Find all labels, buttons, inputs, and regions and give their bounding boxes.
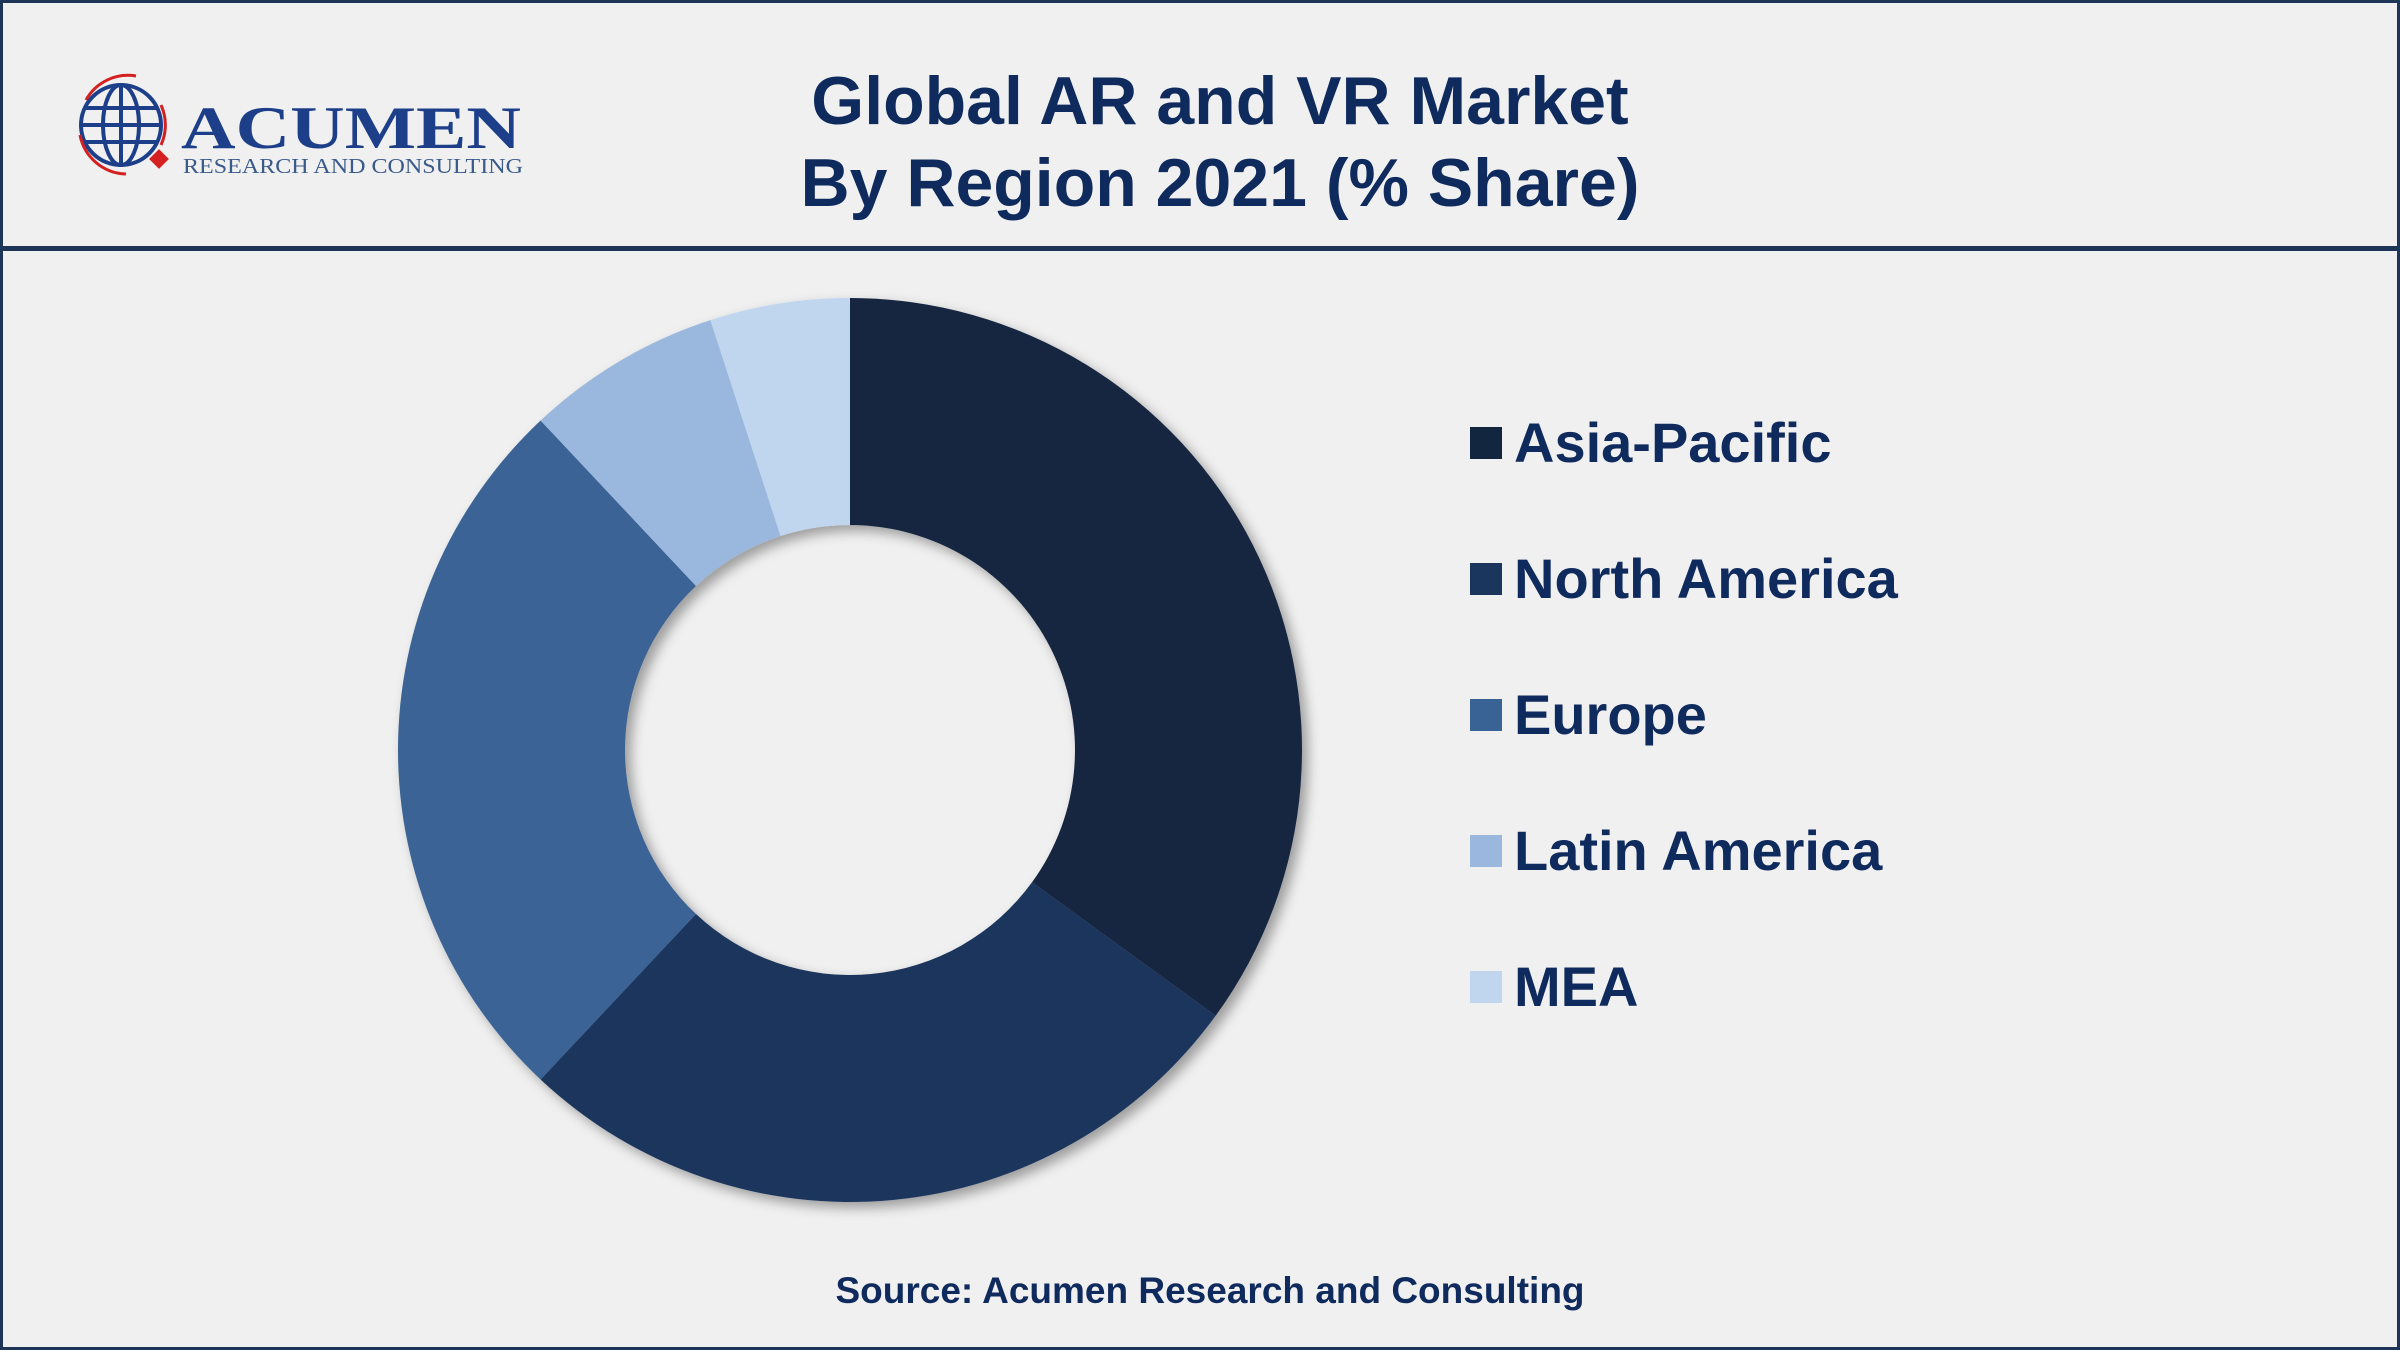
svg-text:RESEARCH AND CONSULTING: RESEARCH AND CONSULTING [183,154,523,178]
source-note: Source: Acumen Research and Consulting [835,1270,1585,1311]
legend-label: Asia-Pacific [1514,411,1832,474]
legend-swatch [1470,563,1502,595]
header-divider [0,246,2400,251]
legend-label: Latin America [1514,819,1883,882]
title-line-2: By Region 2021 (% Share) [800,145,1640,221]
legend-label: Europe [1514,683,1707,746]
slice-europe [398,420,696,1080]
legend-label: MEA [1514,955,1639,1018]
legend-item: North America [1470,541,1898,677]
legend-item: Europe [1470,677,1898,813]
legend-item: Latin America [1470,813,1898,949]
slice-north-america [540,882,1216,1202]
slice-asia-pacific [850,298,1302,1016]
slice-latin-america [540,320,781,586]
legend-swatch [1470,835,1502,867]
legend-swatch [1470,427,1502,459]
legend-swatch [1470,971,1502,1003]
legend-item: MEA [1470,949,1898,1085]
legend: Asia-Pacific North America Europe Latin Ame… [1470,405,1898,1085]
slice-mea [710,298,850,537]
svg-text:ACUMEN: ACUMEN [181,95,521,161]
legend-label: North America [1514,547,1898,610]
acumen-logo: ACUMEN RESEARCH AND CONSULTING [66,70,536,185]
legend-item: Asia-Pacific [1470,405,1898,541]
title-line-1: Global AR and VR Market [811,63,1629,139]
legend-swatch [1470,699,1502,731]
chart-title: Global AR and VR Market By Region 2021 (… [620,60,1820,224]
